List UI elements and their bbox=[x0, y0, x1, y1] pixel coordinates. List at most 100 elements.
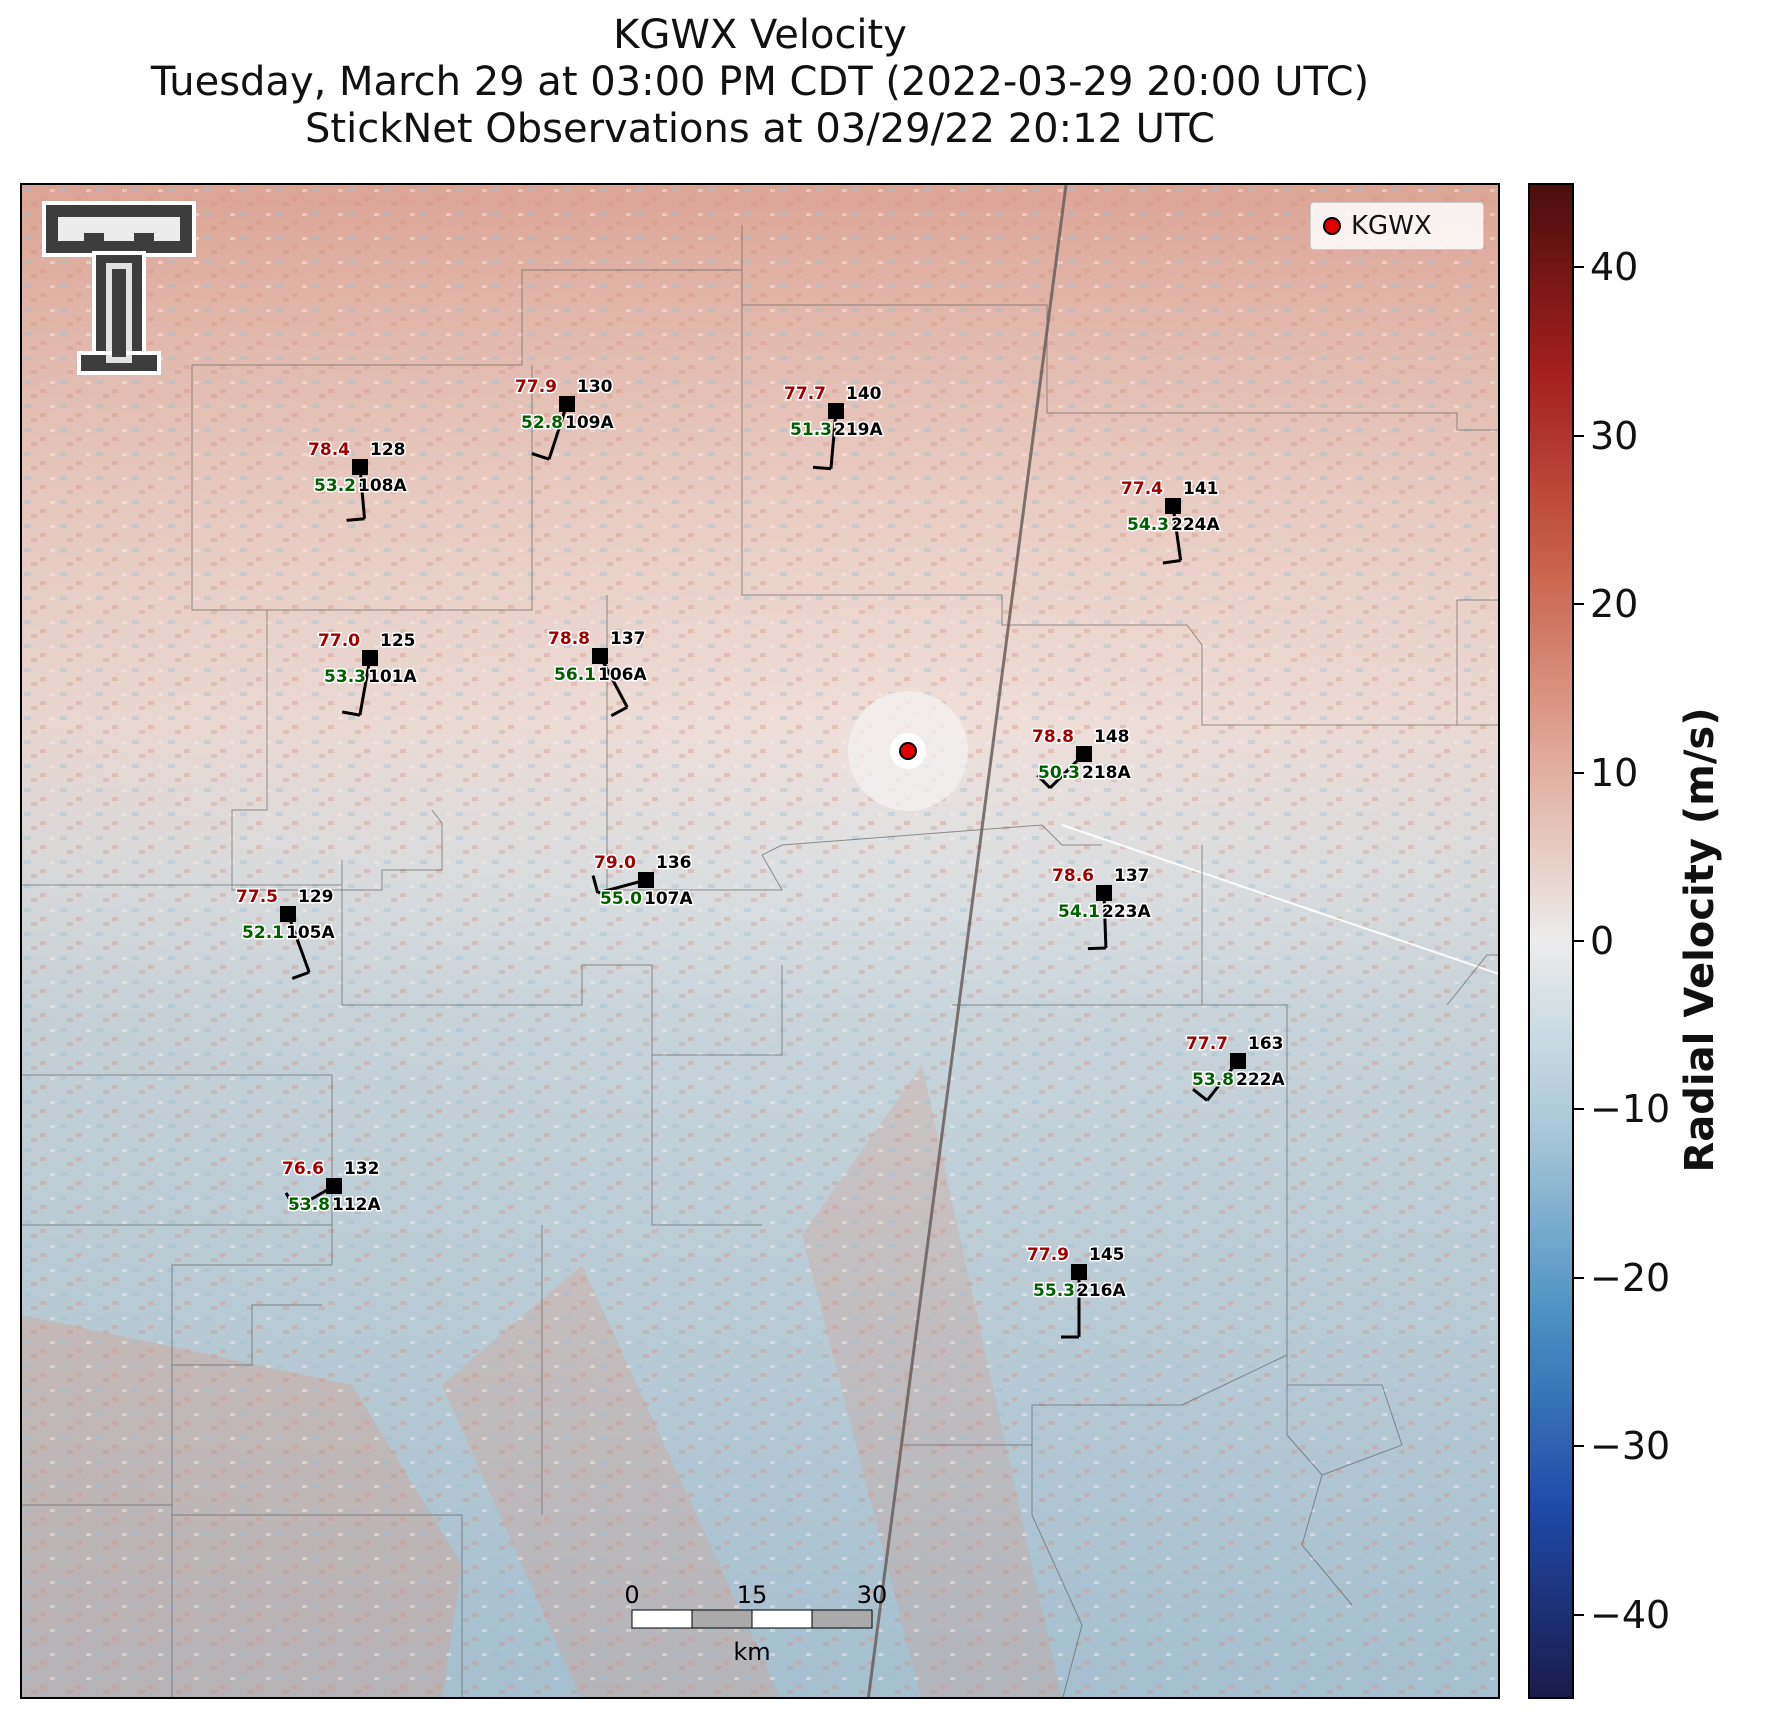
colorbar-tick-label: −20 bbox=[1590, 1255, 1671, 1300]
radar-map[interactable]: 0 15 30 km 77.0 125 53.3 101A 77.5 129 52.1 105… bbox=[20, 183, 1500, 1699]
station-dewpoint: 53.3 bbox=[324, 667, 366, 687]
colorbar-tick-label: 0 bbox=[1590, 919, 1615, 963]
station-pressure: 140 bbox=[846, 384, 882, 404]
station-temperature: 77.0 bbox=[318, 631, 360, 651]
wind-barb-flag bbox=[610, 705, 628, 717]
wind-barb-staff bbox=[358, 657, 372, 716]
wind-barb-flag bbox=[341, 710, 361, 717]
colorbar-tick bbox=[1574, 603, 1584, 606]
colorbar-tick bbox=[1574, 1613, 1584, 1616]
radar-site-marker[interactable] bbox=[899, 742, 917, 760]
station-marker bbox=[326, 1178, 342, 1194]
station-marker bbox=[280, 906, 296, 922]
county-boundaries bbox=[22, 225, 1498, 1697]
colorbar-tick bbox=[1574, 434, 1584, 437]
scale-unit: km bbox=[733, 1638, 770, 1666]
wind-barb-staff bbox=[547, 403, 569, 460]
station-218A[interactable]: 78.8 148 50.3 218A bbox=[1031, 726, 1133, 790]
station-marker bbox=[1096, 885, 1112, 901]
station-222A[interactable]: 77.7 163 53.8 222A bbox=[1185, 1033, 1287, 1102]
station-temperature: 77.7 bbox=[1186, 1034, 1228, 1054]
wind-barb-flag bbox=[1087, 946, 1106, 951]
station-dewpoint: 50.3 bbox=[1038, 763, 1080, 783]
colorbar-tick bbox=[1574, 771, 1584, 774]
station-112A[interactable]: 76.6 132 53.8 112A bbox=[281, 1158, 383, 1217]
station-pressure: 163 bbox=[1248, 1034, 1284, 1054]
station-marker bbox=[638, 872, 654, 888]
station-marker bbox=[352, 459, 368, 475]
station-id: 112A bbox=[332, 1195, 381, 1215]
station-dewpoint: 53.2 bbox=[314, 476, 356, 496]
station-marker bbox=[828, 403, 844, 419]
station-109A[interactable]: 77.9 130 52.8 109A bbox=[514, 376, 616, 461]
station-marker bbox=[1230, 1053, 1246, 1069]
wind-barb-flag bbox=[284, 1192, 297, 1210]
texas-tech-logo bbox=[42, 201, 196, 375]
title-line-2: Tuesday, March 29 at 03:00 PM CDT (2022-… bbox=[150, 59, 1370, 105]
sticknet-stations: 77.0 125 53.3 101A 77.5 129 52.1 105A 78.8 137 56.… bbox=[235, 376, 1287, 1339]
station-temperature: 78.8 bbox=[1032, 727, 1074, 747]
wind-barb-staff bbox=[358, 466, 367, 519]
colorbar-tick bbox=[1574, 1108, 1584, 1111]
title-line-1: KGWX Velocity bbox=[613, 12, 907, 58]
colorbar-tick-label: −40 bbox=[1590, 1592, 1671, 1637]
scale-label-15: 15 bbox=[737, 1581, 768, 1609]
wind-barb-flag bbox=[1036, 774, 1052, 790]
scale-bar: 0 15 30 km bbox=[624, 1581, 887, 1666]
station-id: 216A bbox=[1077, 1281, 1126, 1301]
interstate-highway bbox=[867, 185, 1068, 1697]
colorbar-tick bbox=[1574, 1445, 1584, 1448]
station-105A[interactable]: 77.5 129 52.1 105A bbox=[235, 886, 337, 980]
station-id: 107A bbox=[644, 889, 693, 909]
wind-barb-flag bbox=[346, 517, 365, 522]
station-dewpoint: 55.0 bbox=[600, 889, 642, 909]
station-temperature: 78.8 bbox=[548, 629, 590, 649]
wind-barb-flag bbox=[531, 452, 550, 461]
station-marker bbox=[592, 648, 608, 664]
station-id: 218A bbox=[1082, 763, 1131, 783]
station-temperature: 77.4 bbox=[1121, 479, 1163, 499]
scale-label-0: 0 bbox=[624, 1581, 639, 1609]
station-101A[interactable]: 77.0 125 53.3 101A bbox=[317, 630, 419, 717]
station-id: 224A bbox=[1171, 515, 1220, 535]
station-dewpoint: 55.3 bbox=[1033, 1281, 1075, 1301]
station-106A[interactable]: 78.8 137 56.1 106A bbox=[547, 628, 649, 717]
station-107A[interactable]: 79.0 136 55.0 107A bbox=[591, 852, 695, 911]
station-id: 108A bbox=[358, 476, 407, 496]
wind-barb-flag bbox=[1192, 1088, 1209, 1102]
station-temperature: 77.7 bbox=[784, 384, 826, 404]
colorbar-tick-label: 10 bbox=[1590, 750, 1639, 795]
colorbar-tick bbox=[1574, 1276, 1584, 1279]
station-dewpoint: 53.8 bbox=[1192, 1070, 1234, 1090]
velocity-colorbar bbox=[1528, 183, 1574, 1699]
station-pressure: 130 bbox=[577, 377, 613, 397]
title-line-3: StickNet Observations at 03/29/22 20:12 … bbox=[305, 106, 1215, 152]
station-dewpoint: 52.8 bbox=[521, 413, 563, 433]
station-224A[interactable]: 77.4 141 54.3 224A bbox=[1120, 478, 1222, 565]
station-pressure: 137 bbox=[610, 629, 646, 649]
station-216A[interactable]: 77.9 145 55.3 216A bbox=[1026, 1244, 1128, 1339]
wind-barb-staff bbox=[598, 655, 629, 708]
station-223A[interactable]: 78.6 137 54.1 223A bbox=[1051, 865, 1153, 951]
station-id: 222A bbox=[1236, 1070, 1285, 1090]
colorbar-tick-label: 20 bbox=[1590, 582, 1639, 627]
station-temperature: 76.6 bbox=[282, 1159, 324, 1179]
station-marker bbox=[1076, 746, 1092, 762]
station-id: 223A bbox=[1102, 902, 1151, 922]
legend-label: KGWX bbox=[1351, 211, 1432, 241]
station-219A[interactable]: 77.7 140 51.3 219A bbox=[783, 383, 885, 471]
station-pressure: 128 bbox=[370, 440, 406, 460]
station-temperature: 78.4 bbox=[308, 440, 350, 460]
station-dewpoint: 51.3 bbox=[790, 420, 832, 440]
station-pressure: 136 bbox=[656, 853, 692, 873]
colorbar-tick-label: 30 bbox=[1590, 413, 1639, 458]
station-temperature: 77.9 bbox=[1027, 1245, 1069, 1265]
colorbar-tick-label: −30 bbox=[1590, 1424, 1671, 1469]
wind-barb-staff bbox=[1171, 505, 1183, 561]
station-dewpoint: 56.1 bbox=[554, 665, 596, 685]
map-title: KGWX Velocity Tuesday, March 29 at 03:00… bbox=[0, 12, 1520, 153]
station-108A[interactable]: 78.4 128 53.2 108A bbox=[307, 439, 409, 522]
station-temperature: 78.6 bbox=[1052, 866, 1094, 886]
station-pressure: 129 bbox=[298, 887, 334, 907]
wind-barb-staff bbox=[829, 410, 838, 469]
